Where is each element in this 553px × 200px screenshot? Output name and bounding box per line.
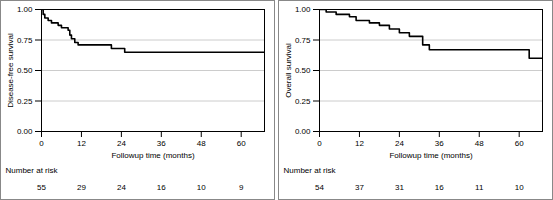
svg-text:24: 24 <box>395 139 404 148</box>
svg-text:1.00: 1.00 <box>295 5 311 14</box>
svg-text:0: 0 <box>39 139 44 148</box>
svg-text:9: 9 <box>239 183 244 192</box>
svg-text:Disease-free survival: Disease-free survival <box>6 33 15 108</box>
svg-text:12: 12 <box>355 139 364 148</box>
svg-text:0: 0 <box>317 139 322 148</box>
svg-text:12: 12 <box>77 139 86 148</box>
svg-text:0.00: 0.00 <box>17 127 33 136</box>
svg-text:10: 10 <box>197 183 206 192</box>
svg-text:Followup time (months): Followup time (months) <box>111 151 194 160</box>
svg-text:16: 16 <box>157 183 166 192</box>
svg-text:11: 11 <box>475 183 484 192</box>
svg-text:37: 37 <box>355 183 364 192</box>
svg-text:29: 29 <box>77 183 86 192</box>
svg-text:60: 60 <box>237 139 246 148</box>
svg-text:Followup time (months): Followup time (months) <box>389 151 472 160</box>
svg-text:0.50: 0.50 <box>295 66 311 75</box>
svg-text:10: 10 <box>515 183 524 192</box>
svg-text:24: 24 <box>117 183 126 192</box>
svg-text:36: 36 <box>157 139 166 148</box>
svg-text:Number at risk: Number at risk <box>284 166 337 175</box>
svg-text:0.75: 0.75 <box>17 36 33 45</box>
svg-text:0.75: 0.75 <box>295 36 311 45</box>
svg-text:48: 48 <box>197 139 206 148</box>
svg-text:54: 54 <box>315 183 324 192</box>
svg-text:48: 48 <box>475 139 484 148</box>
svg-text:36: 36 <box>435 139 444 148</box>
svg-text:24: 24 <box>117 139 126 148</box>
svg-text:16: 16 <box>435 183 444 192</box>
svg-text:Overall survival: Overall survival <box>284 43 293 98</box>
svg-text:31: 31 <box>395 183 404 192</box>
svg-text:0.25: 0.25 <box>17 97 33 106</box>
svg-text:0.25: 0.25 <box>295 97 311 106</box>
svg-text:1.00: 1.00 <box>17 5 33 14</box>
svg-text:60: 60 <box>515 139 524 148</box>
svg-text:0.00: 0.00 <box>295 127 311 136</box>
svg-text:55: 55 <box>37 183 46 192</box>
svg-text:0.50: 0.50 <box>17 66 33 75</box>
svg-text:Number at risk: Number at risk <box>6 166 59 175</box>
